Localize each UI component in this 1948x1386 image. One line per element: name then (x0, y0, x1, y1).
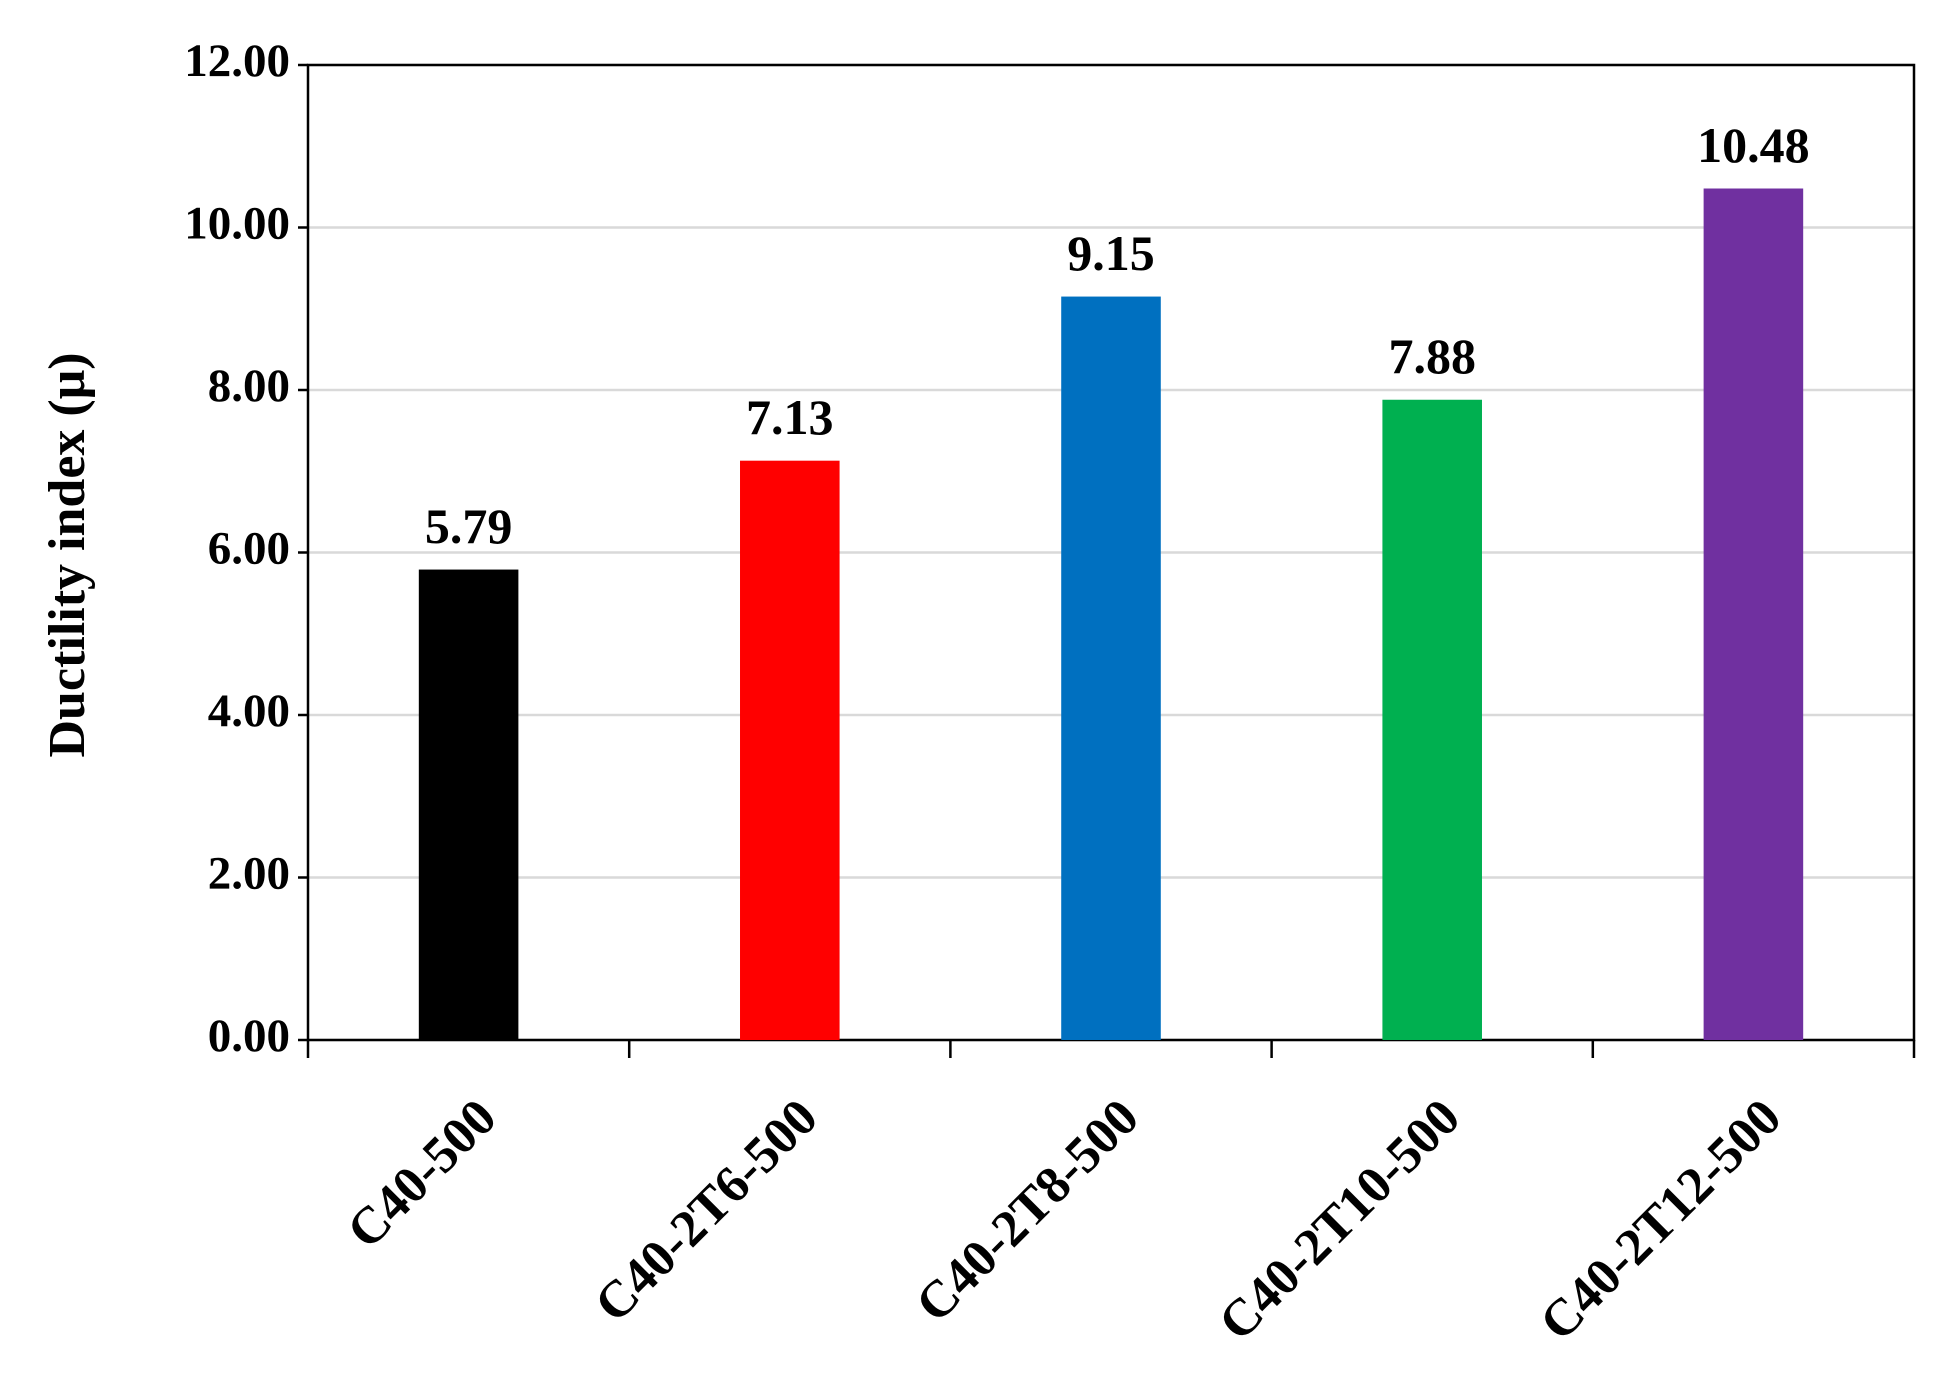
bar (1061, 296, 1161, 1040)
x-tick-label: C40-2T10-500 (1208, 1089, 1471, 1352)
x-tick-label: C40-2T8-500 (905, 1089, 1150, 1334)
bar (418, 569, 519, 1040)
y-tick-label: 4.00 (208, 685, 290, 737)
bar (1703, 188, 1804, 1040)
y-tick-label: 0.00 (208, 1010, 290, 1062)
value-label: 10.48 (1697, 117, 1810, 173)
value-label: 5.79 (425, 498, 513, 554)
y-axis-title: Ductility index (μ) (39, 352, 96, 757)
bar (1382, 399, 1482, 1040)
bar (740, 460, 840, 1040)
y-tick-label: 2.00 (208, 847, 290, 899)
y-tick-label: 8.00 (208, 360, 290, 412)
x-tick-label: C40-2T12-500 (1529, 1089, 1792, 1352)
value-label: 7.13 (746, 389, 834, 445)
x-tick-label: C40-2T6-500 (584, 1089, 829, 1334)
x-tick-label: C40-500 (336, 1089, 507, 1260)
value-label: 7.88 (1388, 328, 1476, 384)
y-tick-label: 6.00 (208, 522, 290, 574)
y-tick-label: 12.00 (184, 35, 290, 87)
value-label: 9.15 (1067, 225, 1155, 281)
y-tick-label: 10.00 (184, 197, 290, 249)
